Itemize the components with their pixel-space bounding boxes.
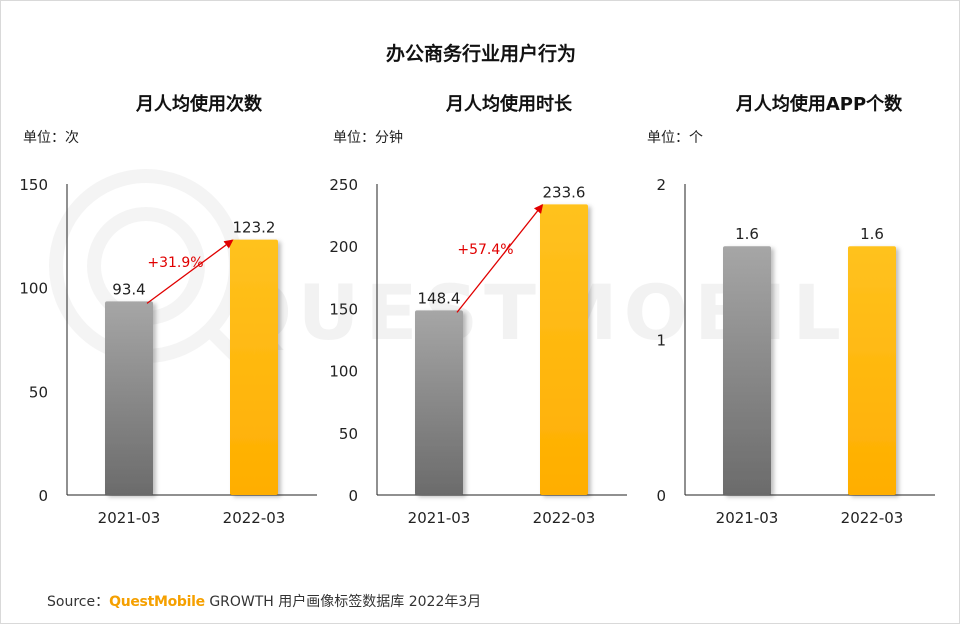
bar-2021-03 [105, 301, 153, 495]
source-prefix: Source： [47, 594, 110, 610]
bar-value-label: 1.6 [735, 225, 759, 243]
bar-value-label: 1.6 [860, 225, 884, 243]
y-tick-label: 0 [348, 487, 358, 505]
source-note: Source：QuestMobile GROWTH 用户画像标签数据库 2022… [47, 591, 481, 611]
y-tick-label: 0 [656, 487, 666, 505]
bar-value-label: 123.2 [233, 219, 276, 237]
unit-label-3: 单位：个 [647, 130, 703, 146]
x-tick-label: 2022-03 [533, 509, 596, 527]
bar-value-label: 233.6 [543, 183, 586, 201]
panel-title-2: 月人均使用时长 [446, 94, 572, 115]
panel-title-3: 月人均使用APP个数 [735, 94, 903, 115]
page-title: 办公商务行业用户行为 [385, 43, 576, 65]
bar-2022-03 [540, 204, 588, 495]
growth-arrow [146, 239, 234, 304]
source-brand: QuestMobile [109, 594, 205, 610]
y-tick-label: 50 [29, 383, 48, 401]
unit-label-2: 单位：分钟 [333, 130, 403, 146]
bar-2021-03 [723, 246, 771, 495]
bar-2022-03 [848, 246, 896, 495]
panel-title-1: 月人均使用次数 [136, 94, 262, 115]
x-tick-label: 2022-03 [223, 509, 286, 527]
bar-2022-03 [230, 239, 278, 495]
y-tick-label: 100 [19, 280, 48, 298]
growth-label: +31.9% [147, 255, 203, 271]
bar-value-label: 148.4 [418, 289, 461, 307]
y-tick-label: 0 [38, 487, 48, 505]
x-tick-label: 2021-03 [98, 509, 161, 527]
growth-label: +57.4% [457, 242, 513, 258]
y-tick-label: 2 [656, 176, 666, 194]
y-tick-label: 150 [329, 300, 358, 318]
y-tick-label: 200 [329, 238, 358, 256]
y-tick-label: 250 [329, 176, 358, 194]
x-tick-label: 2021-03 [408, 509, 471, 527]
bar-2021-03 [415, 310, 463, 495]
y-tick-label: 150 [19, 176, 48, 194]
unit-label-1: 单位：次 [23, 130, 79, 146]
growth-arrow [456, 203, 544, 313]
x-tick-label: 2021-03 [716, 509, 779, 527]
y-tick-label: 1 [656, 332, 666, 350]
source-text: GROWTH 用户画像标签数据库 2022年3月 [209, 594, 482, 610]
x-tick-label: 2022-03 [841, 509, 904, 527]
y-tick-label: 100 [329, 363, 358, 381]
y-tick-label: 50 [339, 425, 358, 443]
bar-value-label: 93.4 [112, 280, 145, 298]
